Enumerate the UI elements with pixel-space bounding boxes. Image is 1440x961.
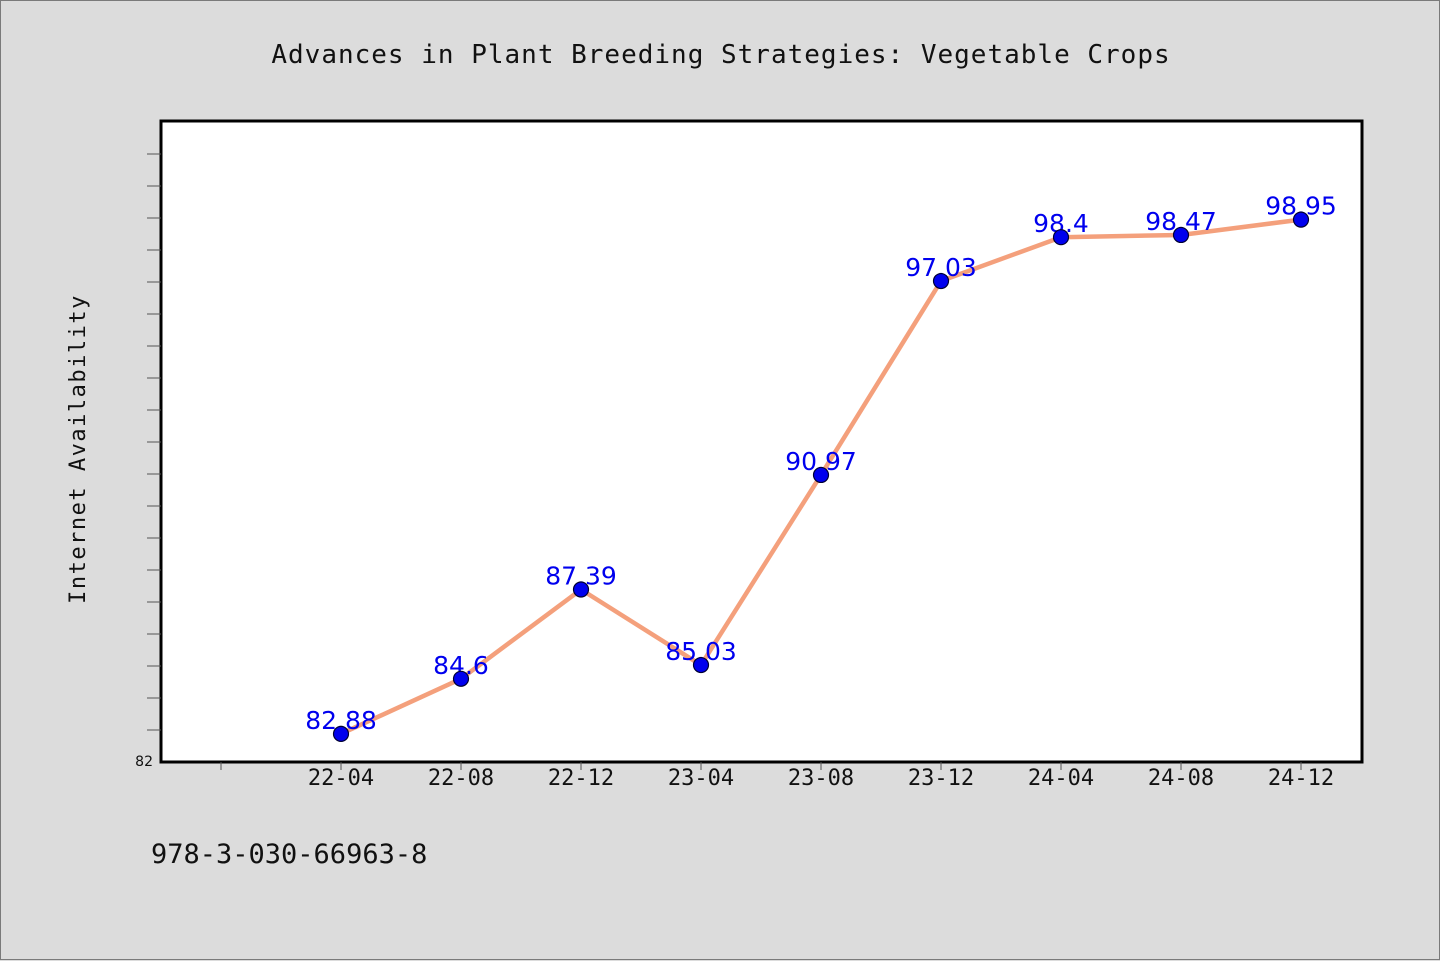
x-tick-label: 24-12 [1268,766,1334,791]
data-point [572,581,590,598]
x-tick-label: 24-08 [1148,766,1214,791]
data-point [452,670,470,687]
y-axis-title: Internet Availability [66,294,91,604]
y-tick-label-min: 82 [135,754,153,770]
data-point [812,466,830,484]
data-point [332,725,350,742]
x-tick-label: 23-04 [668,766,734,791]
x-tick-label: 22-08 [428,766,494,791]
data-point [1172,226,1190,244]
x-tick-label: 24-04 [1028,766,1094,791]
data-point [1052,229,1070,246]
series-markers-group [332,211,1310,742]
x-axis-ticks: 22-04 22-08 22-12 23-04 23-08 23-12 24-04 24-08… [220,762,1334,791]
data-point [1292,211,1310,228]
plot-area [159,119,1364,764]
x-tick-label: 22-04 [308,766,374,791]
x-tick-label: 23-08 [788,766,854,791]
chart-title: Advances in Plant Breeding Strategies: V… [271,40,1170,70]
data-point [692,656,710,674]
data-point [932,272,950,290]
x-tick-label: 23-12 [908,766,974,791]
x-tick-label: 22-12 [548,766,614,791]
footer-code: 978-3-030-66963-8 [151,839,427,870]
y-axis-ticks [147,153,161,731]
